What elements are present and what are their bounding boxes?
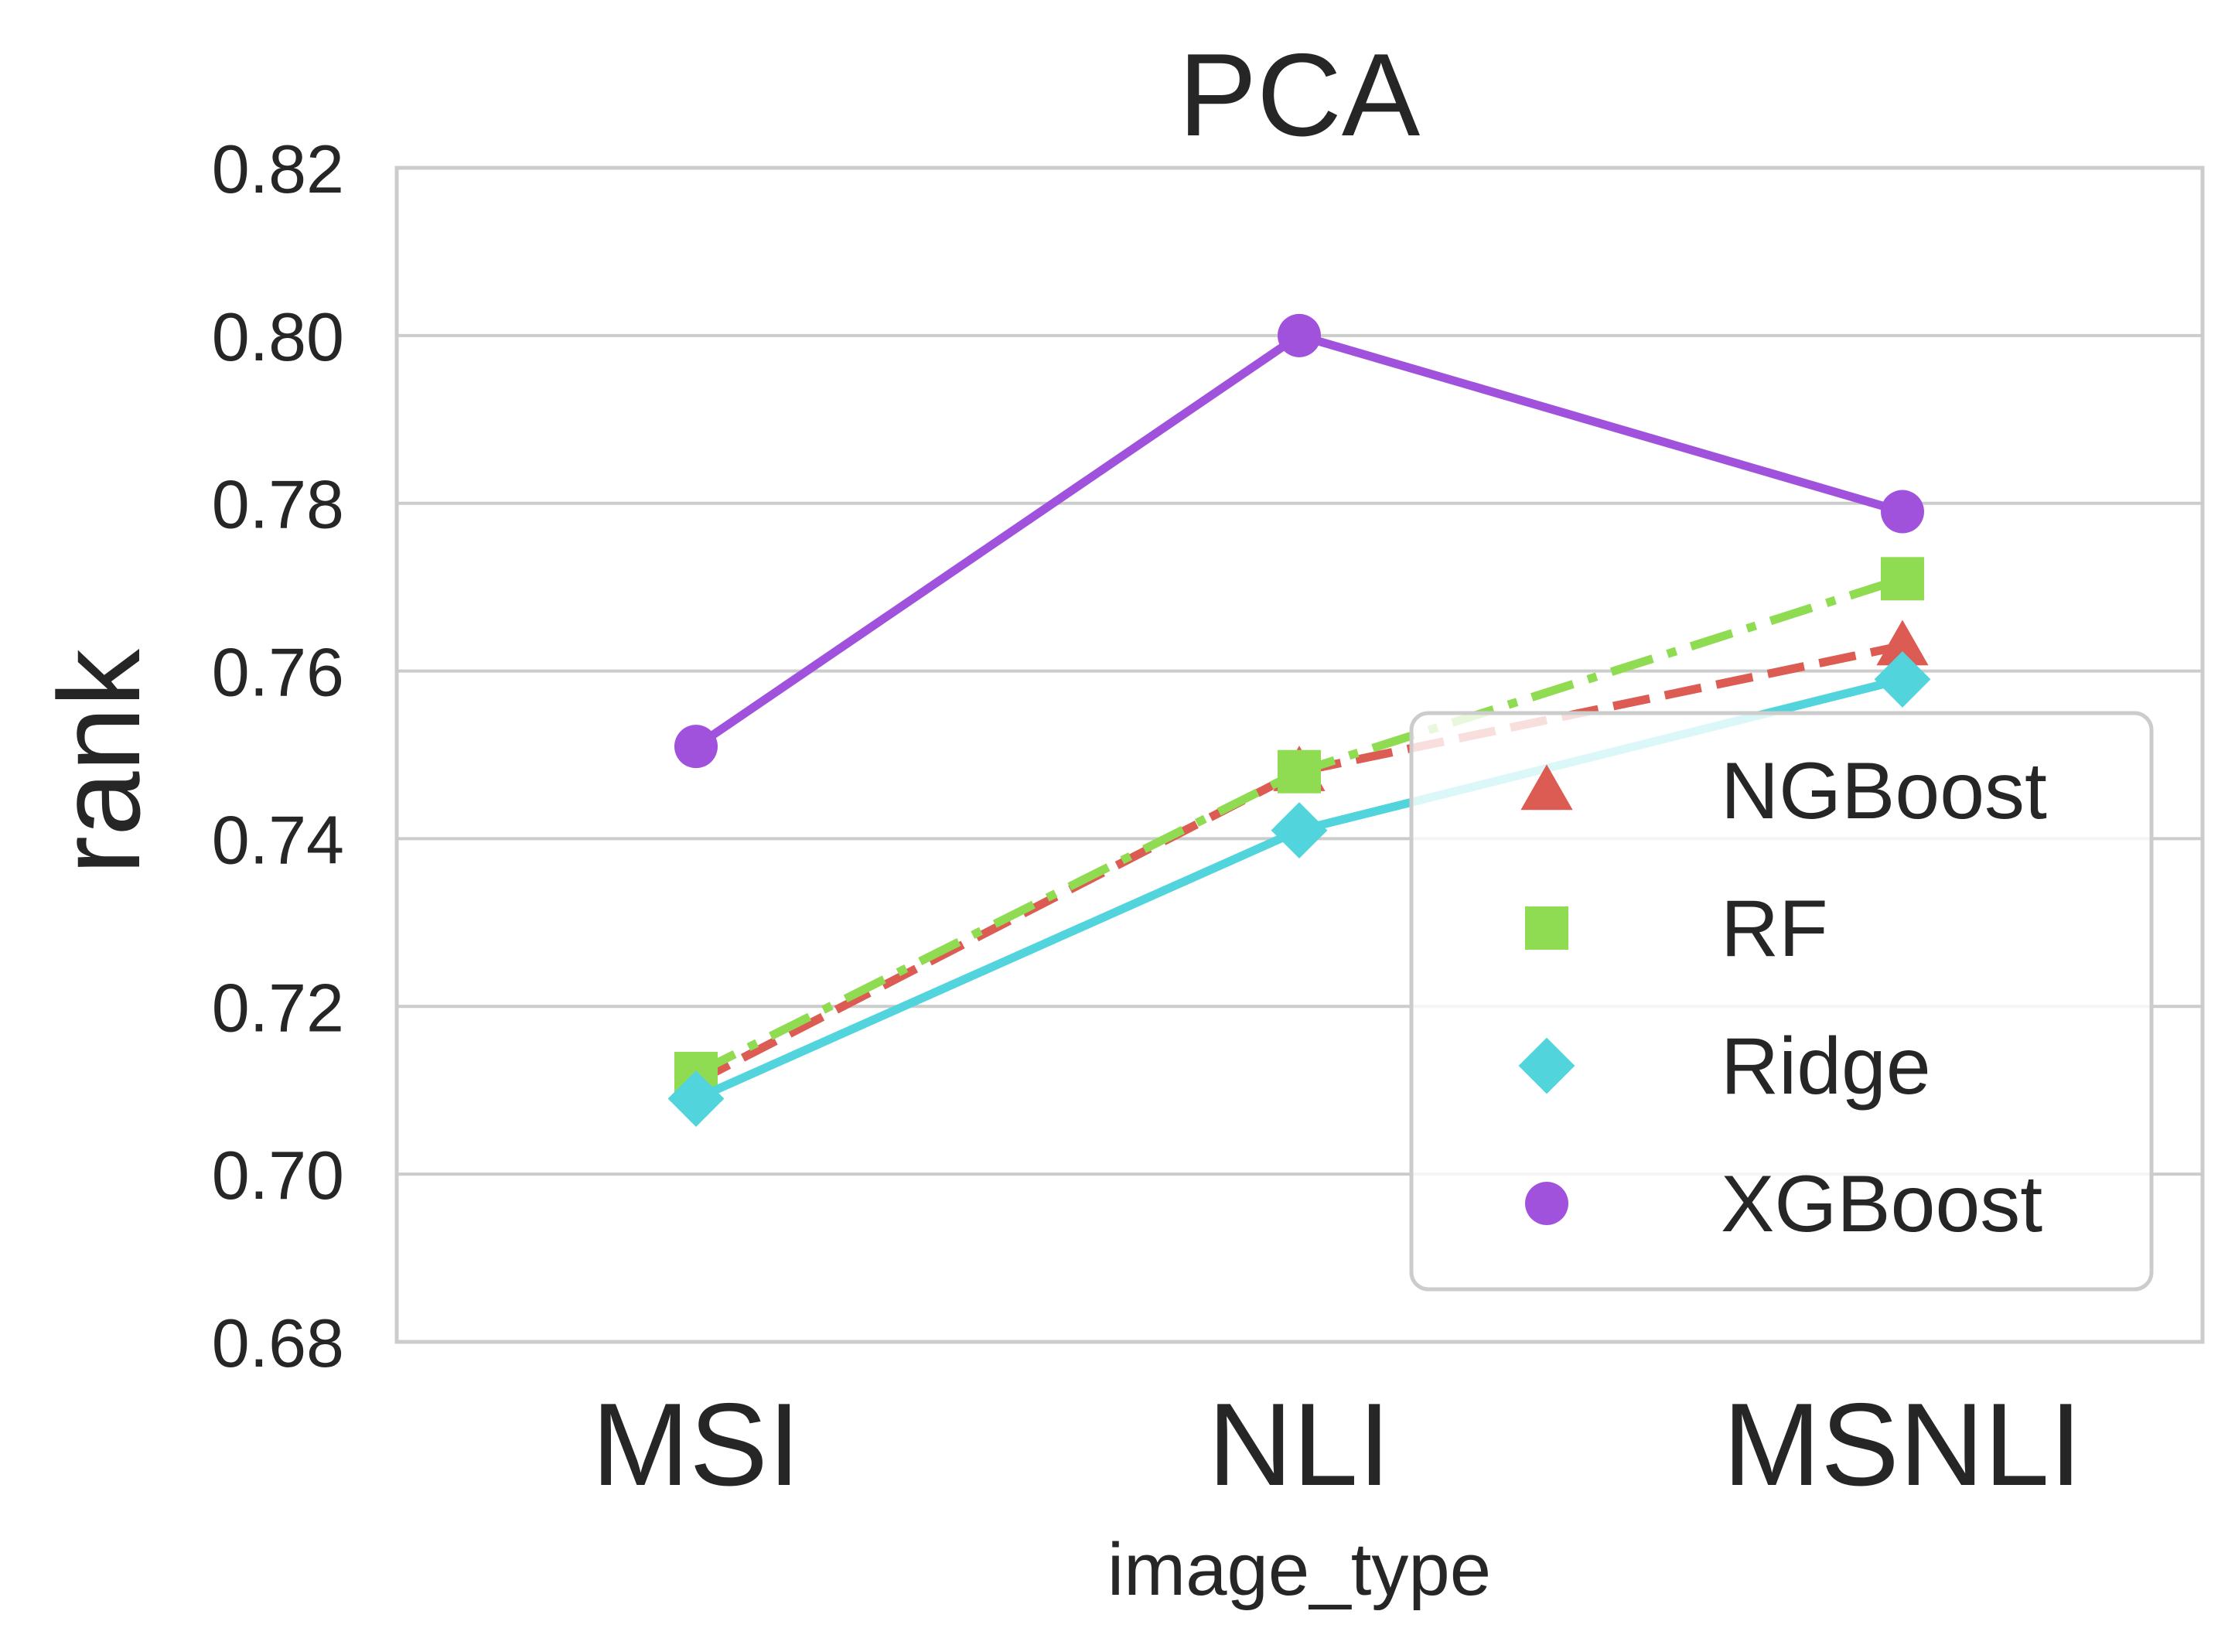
legend-marker-ridge: [1518, 1037, 1575, 1094]
data-point: [1271, 802, 1328, 858]
data-point: [667, 1070, 725, 1127]
data-point: [1876, 620, 1929, 666]
y-axis-label: rank: [34, 648, 164, 875]
data-point: [1874, 651, 1931, 708]
legend-marker-ngboost: [1520, 764, 1573, 811]
legend-label: RF: [1721, 884, 1828, 974]
data-point: [1278, 749, 1321, 794]
y-tick-label: 0.78: [212, 466, 344, 543]
y-tick-label: 0.72: [212, 969, 344, 1046]
y-tick-label: 0.68: [212, 1305, 344, 1381]
y-tick-label: 0.76: [212, 634, 344, 711]
y-tick-label: 0.80: [212, 299, 344, 375]
legend-marker-xgboost: [1525, 1182, 1568, 1225]
y-tick-label: 0.82: [212, 131, 344, 207]
x-axis-ticks: MSI NLI MSNLI: [592, 1379, 2082, 1510]
y-tick-label: 0.70: [212, 1137, 344, 1213]
y-tick-label: 0.74: [212, 801, 344, 878]
series-layer: [667, 313, 1931, 1127]
data-point: [1881, 490, 1924, 534]
legend-label: Ridge: [1721, 1022, 1931, 1111]
data-point: [1278, 313, 1321, 357]
chart-title: PCA: [1179, 29, 1421, 161]
legend: NGBoost RF Ridge XGBoost: [1409, 711, 2154, 1292]
legend-marker-rf: [1525, 906, 1568, 950]
legend-label: NGBoost: [1721, 746, 2047, 836]
x-tick-label: MSI: [592, 1379, 800, 1510]
x-tick-label: NLI: [1208, 1379, 1391, 1510]
series-line: [694, 641, 1904, 1086]
data-point: [1881, 557, 1924, 601]
x-axis-label: image_type: [1107, 1528, 1491, 1611]
y-axis-ticks: 0.68 0.70 0.72 0.74 0.76 0.78 0.80 0.82: [212, 131, 344, 1381]
plot-frame: [394, 166, 2205, 1344]
legend-box: [1409, 711, 2154, 1292]
data-point: [674, 725, 718, 769]
legend-label: XGBoost: [1721, 1159, 2042, 1249]
x-tick-label: MSNLI: [1723, 1379, 2083, 1510]
legend-items: NGBoost RF Ridge XGBoost: [1518, 746, 2047, 1249]
series-xgboost: [674, 313, 1924, 769]
